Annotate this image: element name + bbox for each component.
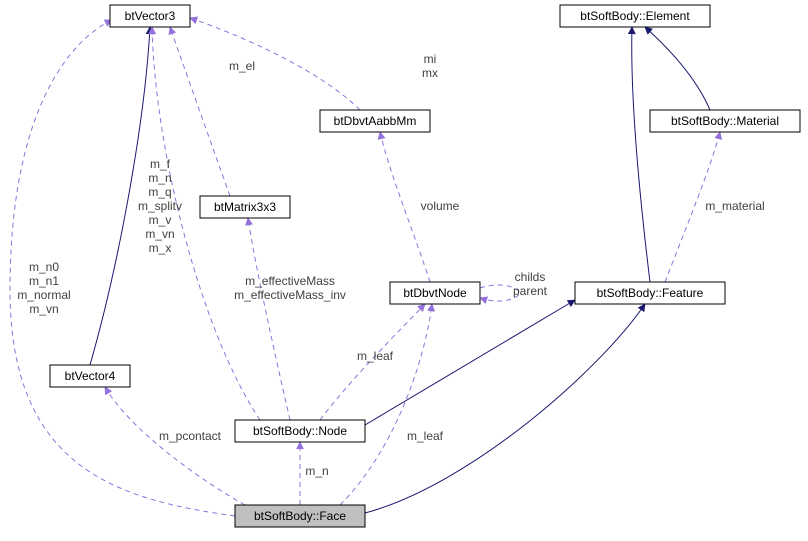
- class-collaboration-diagram: m_material m_leaf m_leaf m_n childsparent vol…: [0, 0, 808, 541]
- node-label: btSoftBody::Feature: [597, 286, 704, 300]
- edge-label: m_leaf: [357, 349, 394, 363]
- node-label: btSoftBody::Element: [580, 9, 690, 23]
- node-btDbvtNode[interactable]: btDbvtNode: [390, 282, 480, 304]
- node-Feature[interactable]: btSoftBody::Feature: [575, 282, 725, 304]
- edge-Face-Feature: [365, 304, 645, 513]
- node-label: btDbvtNode: [403, 286, 467, 300]
- node-Material[interactable]: btSoftBody::Material: [650, 110, 800, 132]
- node-btMatrix3x3[interactable]: btMatrix3x3: [200, 196, 290, 218]
- node-label: btSoftBody::Material: [671, 114, 779, 128]
- node-btDbvtAabbMm[interactable]: btDbvtAabbMm: [320, 110, 430, 132]
- edge-label: m_material: [705, 199, 764, 213]
- edge-btVector4-btVector3: [90, 27, 150, 365]
- node-label: btVector4: [65, 369, 116, 383]
- node-btVector4[interactable]: btVector4: [50, 365, 130, 387]
- node-label: btSoftBody::Node: [253, 424, 347, 438]
- edge-label: m_n0m_n1m_normalm_vn: [17, 260, 70, 316]
- node-Element[interactable]: btSoftBody::Element: [560, 5, 710, 27]
- edge-label: m_fm_nm_qm_splitvm_vm_vnm_x: [138, 157, 182, 255]
- edge-Face-btDbvtNode: [340, 304, 432, 505]
- node-Node[interactable]: btSoftBody::Node: [235, 420, 365, 442]
- node-Face[interactable]: btSoftBody::Face: [235, 505, 365, 527]
- edge-label: m_pcontact: [159, 429, 222, 443]
- node-label: btMatrix3x3: [214, 200, 276, 214]
- edge-btMatrix3x3-btVector3: [170, 27, 230, 196]
- node-label: btSoftBody::Face: [254, 509, 346, 523]
- node-btVector3[interactable]: btVector3: [110, 5, 190, 27]
- edge-Node-Feature: [365, 300, 575, 425]
- edge-btDbvtAabbMm-btVector3: [190, 18, 360, 110]
- edge-label: volume: [421, 199, 460, 213]
- edge-Node-btMatrix3x3: [248, 218, 290, 420]
- edge-Face-btVector4: [105, 387, 245, 505]
- edge-label: m_leaf: [407, 429, 444, 443]
- edge-label: mimx: [422, 52, 438, 80]
- edge-Material-Element: [645, 27, 710, 110]
- node-label: btDbvtAabbMm: [334, 114, 417, 128]
- edge-label: m_el: [229, 59, 255, 73]
- edge-label: childsparent: [513, 270, 548, 298]
- edge-label: m_n: [305, 464, 328, 478]
- edge-label: m_effectiveMassm_effectiveMass_inv: [234, 274, 346, 302]
- edge-Feature-Element: [632, 27, 650, 282]
- node-label: btVector3: [125, 9, 176, 23]
